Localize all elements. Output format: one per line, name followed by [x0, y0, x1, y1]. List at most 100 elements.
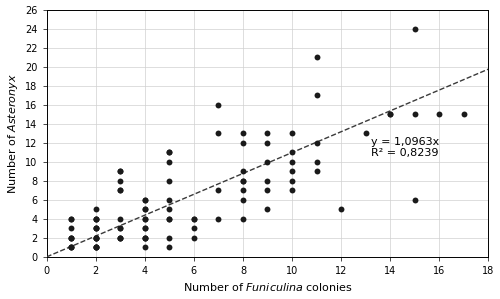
- Point: [239, 169, 247, 174]
- Point: [92, 235, 100, 240]
- Point: [410, 112, 418, 117]
- Point: [92, 216, 100, 221]
- Text: y = 1,0963x
R² = 0,8239: y = 1,0963x R² = 0,8239: [370, 137, 439, 158]
- Point: [264, 131, 272, 136]
- Point: [141, 216, 149, 221]
- Point: [337, 207, 345, 212]
- Point: [239, 188, 247, 193]
- Point: [116, 235, 124, 240]
- Point: [92, 235, 100, 240]
- Point: [190, 216, 198, 221]
- Point: [264, 140, 272, 145]
- Point: [264, 159, 272, 164]
- Point: [166, 235, 173, 240]
- Point: [116, 235, 124, 240]
- Point: [312, 169, 320, 174]
- Point: [166, 150, 173, 155]
- Point: [92, 216, 100, 221]
- Point: [362, 131, 370, 136]
- Point: [264, 207, 272, 212]
- Point: [214, 102, 222, 107]
- Point: [214, 188, 222, 193]
- Point: [239, 179, 247, 183]
- Point: [67, 235, 75, 240]
- Point: [312, 140, 320, 145]
- Point: [141, 197, 149, 202]
- Point: [312, 55, 320, 60]
- Point: [92, 235, 100, 240]
- Point: [116, 169, 124, 174]
- Point: [288, 159, 296, 164]
- Point: [116, 169, 124, 174]
- Point: [190, 235, 198, 240]
- Point: [92, 245, 100, 250]
- Point: [288, 131, 296, 136]
- X-axis label: Number of $\mathit{Funiculina}$ colonies: Number of $\mathit{Funiculina}$ colonies: [182, 281, 352, 293]
- Point: [166, 207, 173, 212]
- Point: [92, 235, 100, 240]
- Point: [239, 131, 247, 136]
- Point: [67, 245, 75, 250]
- Point: [116, 188, 124, 193]
- Point: [141, 226, 149, 231]
- Point: [239, 140, 247, 145]
- Point: [288, 150, 296, 155]
- Point: [92, 226, 100, 231]
- Point: [166, 245, 173, 250]
- Point: [288, 179, 296, 183]
- Point: [288, 188, 296, 193]
- Point: [264, 179, 272, 183]
- Point: [141, 207, 149, 212]
- Point: [239, 179, 247, 183]
- Point: [141, 226, 149, 231]
- Point: [214, 131, 222, 136]
- Point: [141, 197, 149, 202]
- Point: [190, 226, 198, 231]
- Point: [116, 226, 124, 231]
- Point: [116, 216, 124, 221]
- Point: [264, 188, 272, 193]
- Point: [386, 112, 394, 117]
- Point: [67, 245, 75, 250]
- Point: [67, 245, 75, 250]
- Point: [67, 235, 75, 240]
- Point: [116, 179, 124, 183]
- Point: [141, 235, 149, 240]
- Point: [166, 179, 173, 183]
- Point: [92, 226, 100, 231]
- Point: [92, 245, 100, 250]
- Point: [92, 216, 100, 221]
- Point: [386, 112, 394, 117]
- Point: [166, 159, 173, 164]
- Point: [166, 150, 173, 155]
- Point: [141, 235, 149, 240]
- Point: [141, 207, 149, 212]
- Point: [410, 197, 418, 202]
- Point: [67, 235, 75, 240]
- Point: [460, 112, 468, 117]
- Point: [116, 235, 124, 240]
- Point: [312, 93, 320, 97]
- Point: [166, 197, 173, 202]
- Point: [92, 245, 100, 250]
- Point: [214, 216, 222, 221]
- Point: [288, 169, 296, 174]
- Point: [92, 245, 100, 250]
- Point: [166, 216, 173, 221]
- Point: [92, 226, 100, 231]
- Point: [239, 197, 247, 202]
- Point: [141, 245, 149, 250]
- Point: [92, 207, 100, 212]
- Point: [239, 216, 247, 221]
- Point: [67, 216, 75, 221]
- Point: [190, 216, 198, 221]
- Point: [67, 226, 75, 231]
- Point: [116, 188, 124, 193]
- Y-axis label: Number of $\mathit{Asteronyx}$: Number of $\mathit{Asteronyx}$: [6, 73, 20, 193]
- Point: [312, 159, 320, 164]
- Point: [67, 216, 75, 221]
- Point: [410, 26, 418, 31]
- Point: [141, 235, 149, 240]
- Point: [166, 216, 173, 221]
- Point: [141, 216, 149, 221]
